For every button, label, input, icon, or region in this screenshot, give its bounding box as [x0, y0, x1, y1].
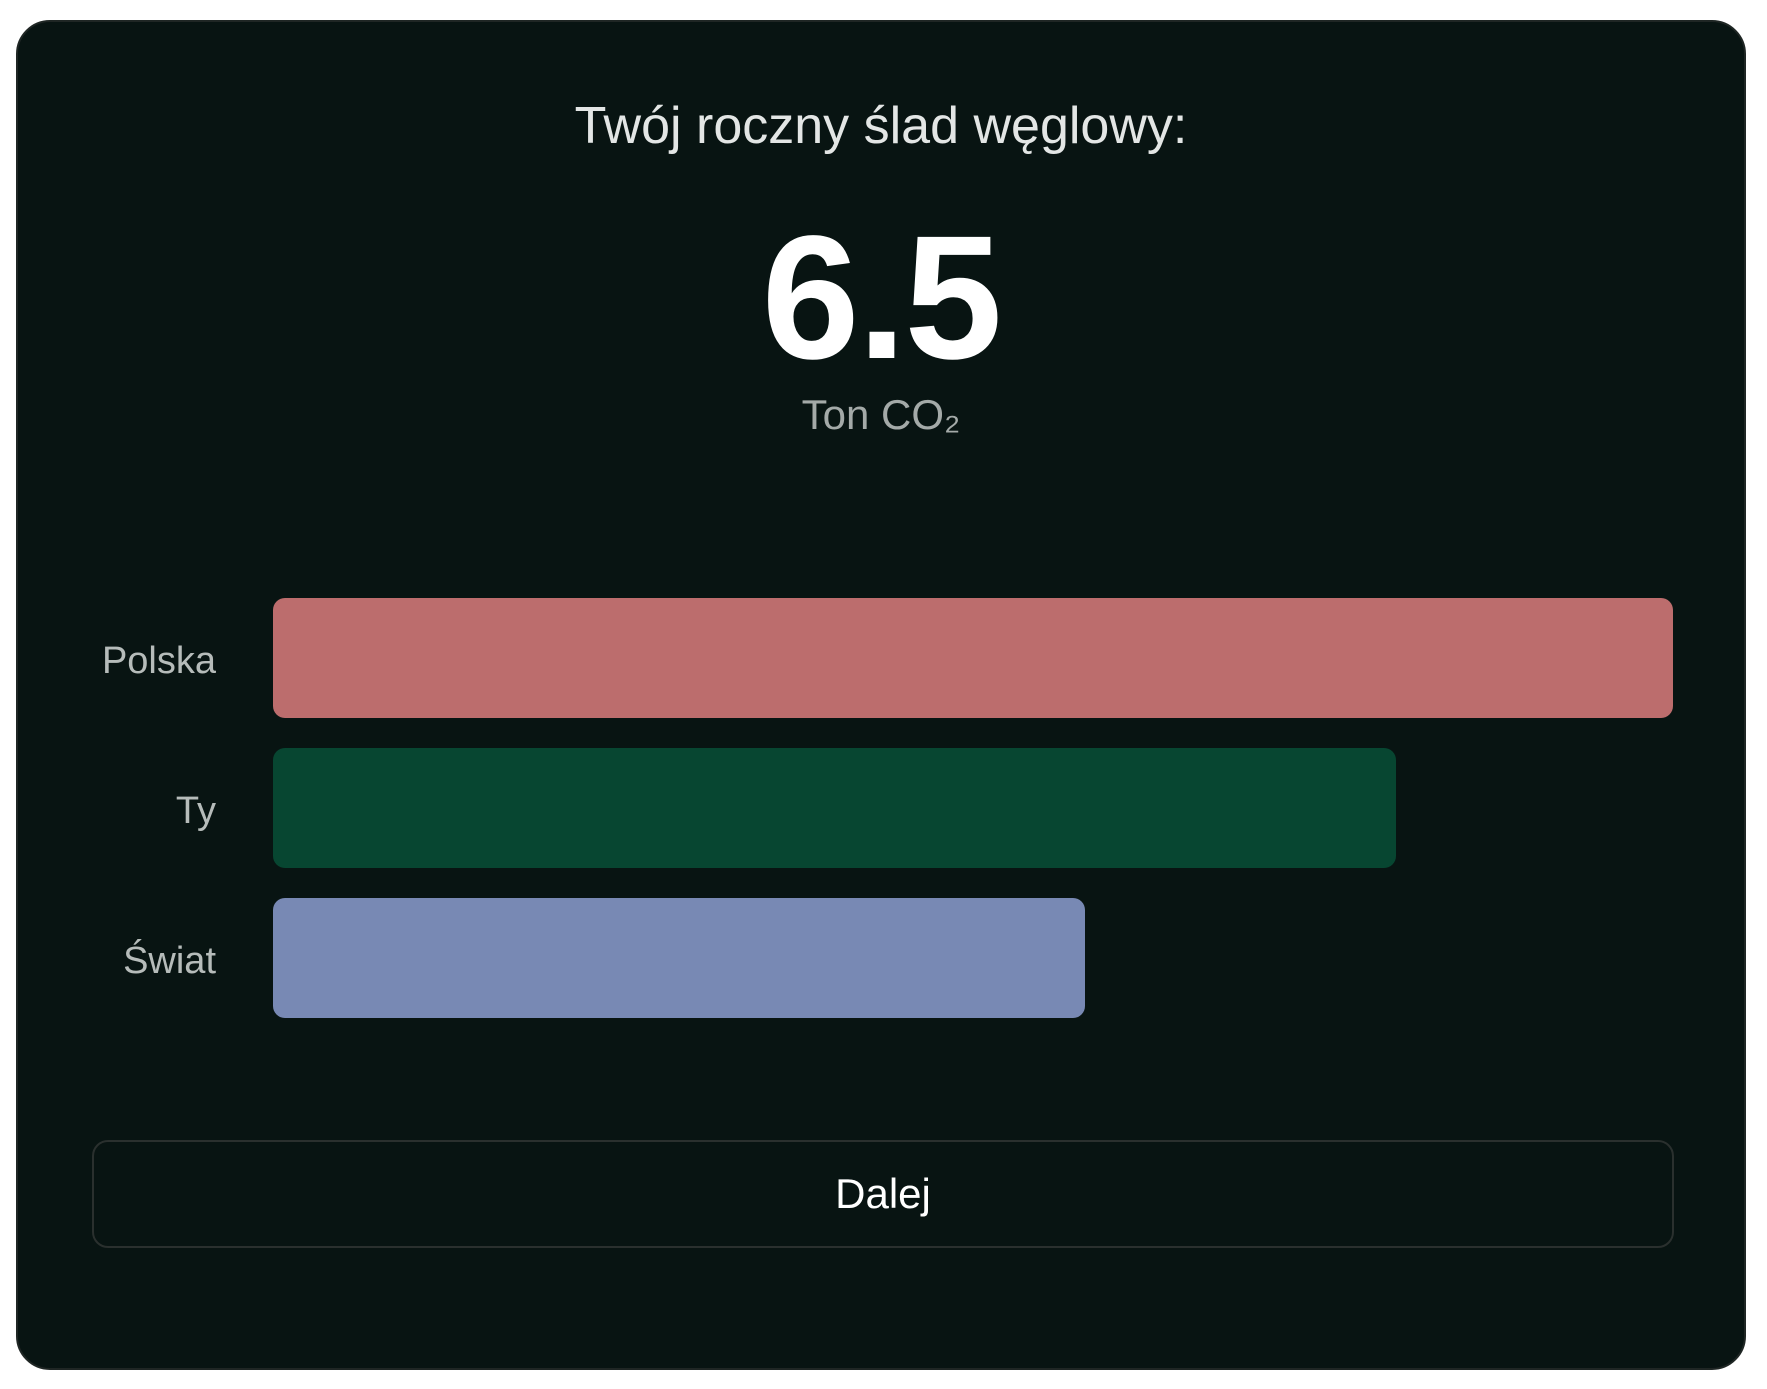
results-card: Twój roczny ślad węglowy: 6.5 Ton CO₂ Po…	[16, 20, 1746, 1370]
bar-label-ty: Ty	[175, 790, 216, 832]
bar-ty	[273, 748, 1397, 868]
bar-label-polska: Polska	[101, 640, 216, 682]
bar-track-polska	[273, 598, 1673, 718]
bar-swiat	[273, 898, 1086, 1018]
bar-label-swiat: Świat	[123, 940, 216, 982]
page-title: Twój roczny ślad węglowy:	[574, 97, 1188, 155]
bar-track-ty	[273, 748, 1673, 868]
next-button[interactable]: Dalej	[92, 1140, 1674, 1248]
bar-polska	[273, 598, 1673, 718]
bar-track-swiat	[273, 898, 1673, 1018]
footprint-unit: Ton CO₂	[801, 391, 961, 438]
footprint-value: 6.5	[761, 200, 1003, 396]
